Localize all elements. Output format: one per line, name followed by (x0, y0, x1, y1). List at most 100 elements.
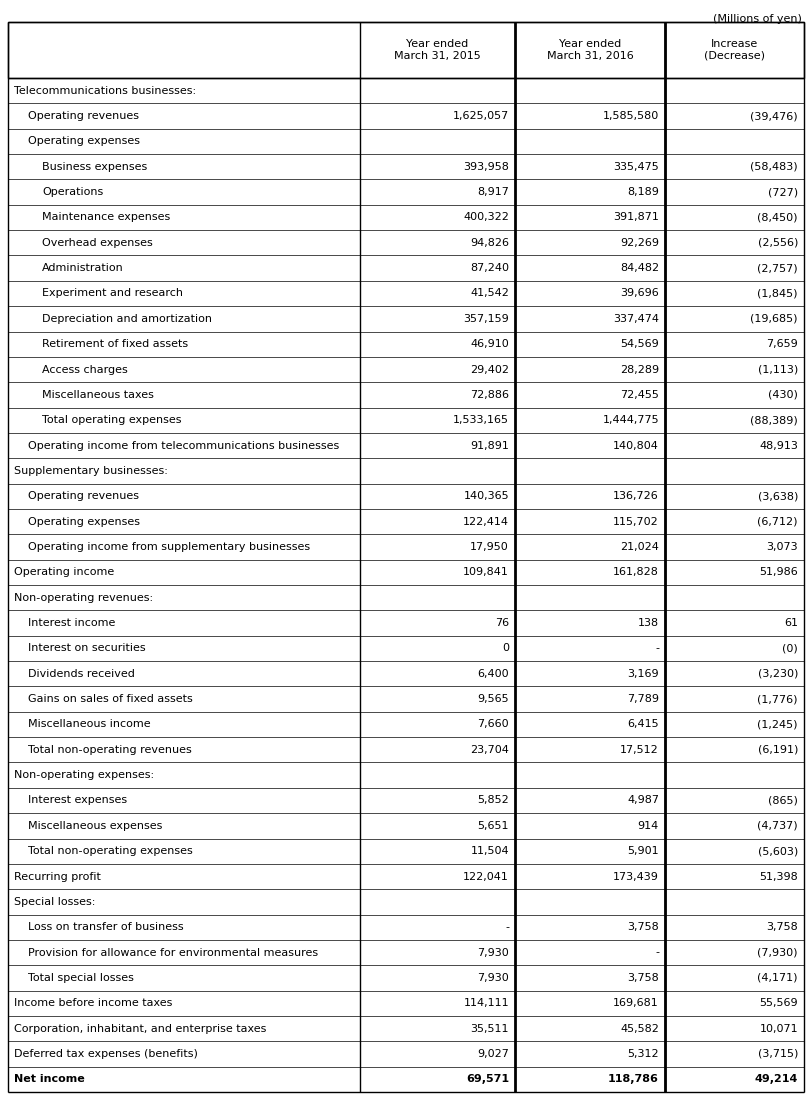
Text: 9,565: 9,565 (477, 694, 508, 704)
Text: 55,569: 55,569 (758, 999, 797, 1009)
Text: 5,901: 5,901 (627, 846, 659, 856)
Text: 173,439: 173,439 (612, 871, 659, 881)
Text: Operating revenues: Operating revenues (28, 492, 139, 502)
Text: 17,512: 17,512 (620, 745, 659, 755)
Text: 0: 0 (501, 644, 508, 653)
Text: 5,852: 5,852 (477, 795, 508, 805)
Text: 51,398: 51,398 (758, 871, 797, 881)
Text: (5,603): (5,603) (757, 846, 797, 856)
Text: 23,704: 23,704 (470, 745, 508, 755)
Text: Supplementary businesses:: Supplementary businesses: (14, 466, 168, 476)
Text: 3,758: 3,758 (766, 922, 797, 932)
Text: Business expenses: Business expenses (42, 162, 147, 172)
Text: Operating revenues: Operating revenues (28, 111, 139, 121)
Text: 136,726: 136,726 (612, 492, 659, 502)
Text: 94,826: 94,826 (470, 238, 508, 248)
Text: (1,845): (1,845) (757, 288, 797, 298)
Text: (1,245): (1,245) (757, 719, 797, 729)
Text: 7,660: 7,660 (477, 719, 508, 729)
Text: -: - (504, 922, 508, 932)
Text: 335,475: 335,475 (612, 162, 659, 172)
Text: (2,757): (2,757) (757, 263, 797, 273)
Text: 76: 76 (494, 618, 508, 628)
Text: 10,071: 10,071 (758, 1024, 797, 1034)
Text: Overhead expenses: Overhead expenses (42, 238, 152, 248)
Text: (58,483): (58,483) (749, 162, 797, 172)
Text: 21,024: 21,024 (620, 542, 659, 552)
Text: 1,585,580: 1,585,580 (602, 111, 659, 121)
Text: 69,571: 69,571 (466, 1075, 508, 1085)
Text: Total non-operating revenues: Total non-operating revenues (28, 745, 191, 755)
Text: (865): (865) (767, 795, 797, 805)
Text: 8,189: 8,189 (626, 187, 659, 197)
Text: 400,322: 400,322 (462, 212, 508, 222)
Text: 7,659: 7,659 (766, 339, 797, 349)
Text: 28,289: 28,289 (619, 364, 659, 374)
Text: (3,715): (3,715) (757, 1049, 797, 1059)
Text: 5,312: 5,312 (627, 1049, 659, 1059)
Text: Interest expenses: Interest expenses (28, 795, 127, 805)
Text: Total non-operating expenses: Total non-operating expenses (28, 846, 192, 856)
Text: 6,400: 6,400 (477, 669, 508, 679)
Text: 72,455: 72,455 (620, 389, 659, 400)
Text: Provision for allowance for environmental measures: Provision for allowance for environmenta… (28, 947, 318, 958)
Text: Administration: Administration (42, 263, 123, 273)
Text: Income before income taxes: Income before income taxes (14, 999, 172, 1009)
Text: 41,542: 41,542 (470, 288, 508, 298)
Text: Year ended
March 31, 2015: Year ended March 31, 2015 (393, 40, 480, 60)
Text: 87,240: 87,240 (470, 263, 508, 273)
Text: 115,702: 115,702 (612, 517, 659, 527)
Text: Operating expenses: Operating expenses (28, 136, 139, 146)
Text: (6,712): (6,712) (757, 517, 797, 527)
Text: Miscellaneous income: Miscellaneous income (28, 719, 150, 729)
Text: Miscellaneous taxes: Miscellaneous taxes (42, 389, 154, 400)
Text: 29,402: 29,402 (470, 364, 508, 374)
Text: 138: 138 (637, 618, 659, 628)
Bar (8, 22, 803, 78)
Text: 4,987: 4,987 (626, 795, 659, 805)
Text: 914: 914 (637, 821, 659, 830)
Text: Access charges: Access charges (42, 364, 127, 374)
Text: (39,476): (39,476) (749, 111, 797, 121)
Text: 1,625,057: 1,625,057 (453, 111, 508, 121)
Text: (1,113): (1,113) (757, 364, 797, 374)
Text: 391,871: 391,871 (612, 212, 659, 222)
Text: (88,389): (88,389) (749, 415, 797, 426)
Text: Interest on securities: Interest on securities (28, 644, 145, 653)
Text: 140,804: 140,804 (612, 441, 659, 451)
Text: (2,556): (2,556) (757, 238, 797, 248)
Text: 48,913: 48,913 (758, 441, 797, 451)
Text: -: - (654, 644, 659, 653)
Text: Gains on sales of fixed assets: Gains on sales of fixed assets (28, 694, 192, 704)
Text: (3,638): (3,638) (757, 492, 797, 502)
Text: (6,191): (6,191) (757, 745, 797, 755)
Text: 3,758: 3,758 (626, 922, 659, 932)
Text: 91,891: 91,891 (470, 441, 508, 451)
Text: 9,027: 9,027 (477, 1049, 508, 1059)
Text: (1,776): (1,776) (757, 694, 797, 704)
Text: 122,414: 122,414 (462, 517, 508, 527)
Text: Operating income: Operating income (14, 568, 114, 578)
Text: 61: 61 (783, 618, 797, 628)
Text: (4,737): (4,737) (757, 821, 797, 830)
Text: 11,504: 11,504 (470, 846, 508, 856)
Text: Loss on transfer of business: Loss on transfer of business (28, 922, 183, 932)
Text: 7,930: 7,930 (477, 947, 508, 958)
Text: 3,073: 3,073 (766, 542, 797, 552)
Text: 3,169: 3,169 (627, 669, 659, 679)
Text: -: - (654, 947, 659, 958)
Text: 6,415: 6,415 (627, 719, 659, 729)
Text: Corporation, inhabitant, and enterprise taxes: Corporation, inhabitant, and enterprise … (14, 1024, 266, 1034)
Text: Interest income: Interest income (28, 618, 115, 628)
Text: 92,269: 92,269 (620, 238, 659, 248)
Text: (Millions of yen): (Millions of yen) (712, 14, 801, 24)
Text: Special losses:: Special losses: (14, 896, 95, 906)
Text: (7,930): (7,930) (757, 947, 797, 958)
Text: Dividends received: Dividends received (28, 669, 135, 679)
Text: 393,958: 393,958 (462, 162, 508, 172)
Text: 46,910: 46,910 (470, 339, 508, 349)
Text: 118,786: 118,786 (607, 1075, 659, 1085)
Text: Operating income from supplementary businesses: Operating income from supplementary busi… (28, 542, 310, 552)
Text: Experiment and research: Experiment and research (42, 288, 182, 298)
Text: Net income: Net income (14, 1075, 84, 1085)
